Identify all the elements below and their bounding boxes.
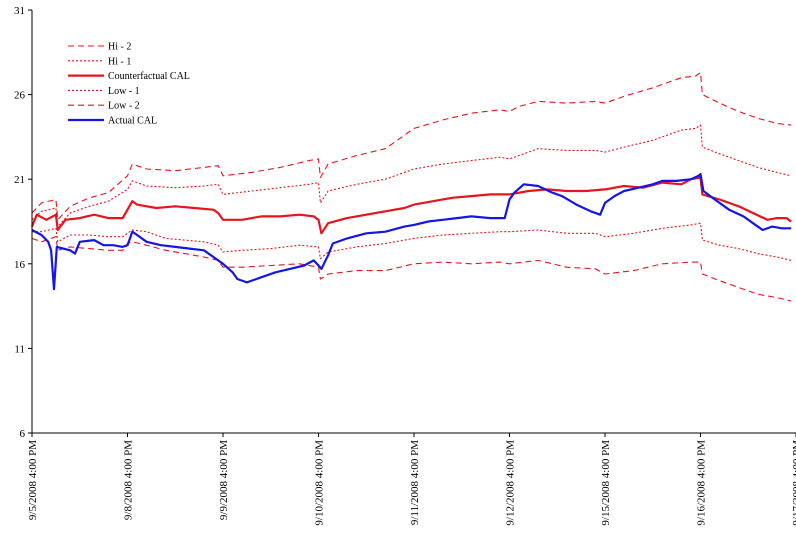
series-line-1 bbox=[31, 124, 792, 228]
x-tick-label-4: 9/11/2008 4:00 PM bbox=[409, 440, 421, 525]
y-tick-label-0: 6 bbox=[20, 428, 26, 440]
x-tick-label-3: 9/10/2008 4:00 PM bbox=[314, 440, 326, 526]
x-tick-label-5: 9/12/2008 4:00 PM bbox=[505, 440, 517, 526]
legend-label-2: Counterfactual CAL bbox=[108, 71, 190, 82]
y-tick-label-4: 26 bbox=[14, 90, 26, 102]
x-tick-label-7: 9/16/2008 4:00 PM bbox=[696, 440, 708, 526]
series-line-4 bbox=[31, 236, 792, 302]
series-line-5 bbox=[31, 173, 792, 291]
legend-label-5: Actual CAL bbox=[108, 116, 157, 127]
y-tick-label-3: 21 bbox=[14, 174, 25, 186]
legend-label-3: Low - 1 bbox=[108, 86, 140, 97]
x-tick-label-2: 9/9/2008 4:00 PM bbox=[218, 440, 230, 520]
y-tick-label-2: 16 bbox=[14, 259, 26, 271]
x-tick-label-1: 9/8/2008 4:00 PM bbox=[123, 440, 135, 520]
x-tick-label-6: 9/15/2008 4:00 PM bbox=[600, 440, 612, 526]
axes: 6 11 16 21 26 31 9/5/2008 4:00 PM 9/8/2008 4:00… bbox=[14, 5, 796, 526]
series-line-0 bbox=[31, 72, 792, 221]
legend: Hi - 2 Hi - 1 Counterfactual CAL Low - 1 Low… bbox=[68, 42, 190, 127]
series-line-2 bbox=[30, 176, 792, 235]
y-tick-label-5: 31 bbox=[14, 5, 25, 17]
series-lines bbox=[30, 72, 792, 302]
x-tick-label-8: 9/17/2008 4:00 PM bbox=[791, 440, 796, 526]
legend-label-1: Hi - 1 bbox=[108, 56, 131, 67]
series-line-3 bbox=[32, 222, 792, 261]
y-tick-label-1: 11 bbox=[14, 343, 25, 355]
x-tick-label-0: 9/5/2008 4:00 PM bbox=[27, 440, 39, 520]
legend-label-4: Low - 2 bbox=[108, 101, 140, 112]
legend-label-0: Hi - 2 bbox=[108, 42, 131, 53]
